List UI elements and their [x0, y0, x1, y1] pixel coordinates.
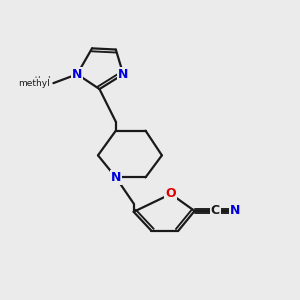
- Text: methyl: methyl: [22, 76, 51, 85]
- Text: N: N: [118, 68, 128, 81]
- Text: O: O: [166, 188, 176, 200]
- Text: methyl: methyl: [18, 79, 50, 88]
- Text: C: C: [211, 204, 220, 218]
- Text: N: N: [230, 204, 240, 218]
- Text: N: N: [72, 68, 83, 81]
- Text: N: N: [111, 171, 121, 184]
